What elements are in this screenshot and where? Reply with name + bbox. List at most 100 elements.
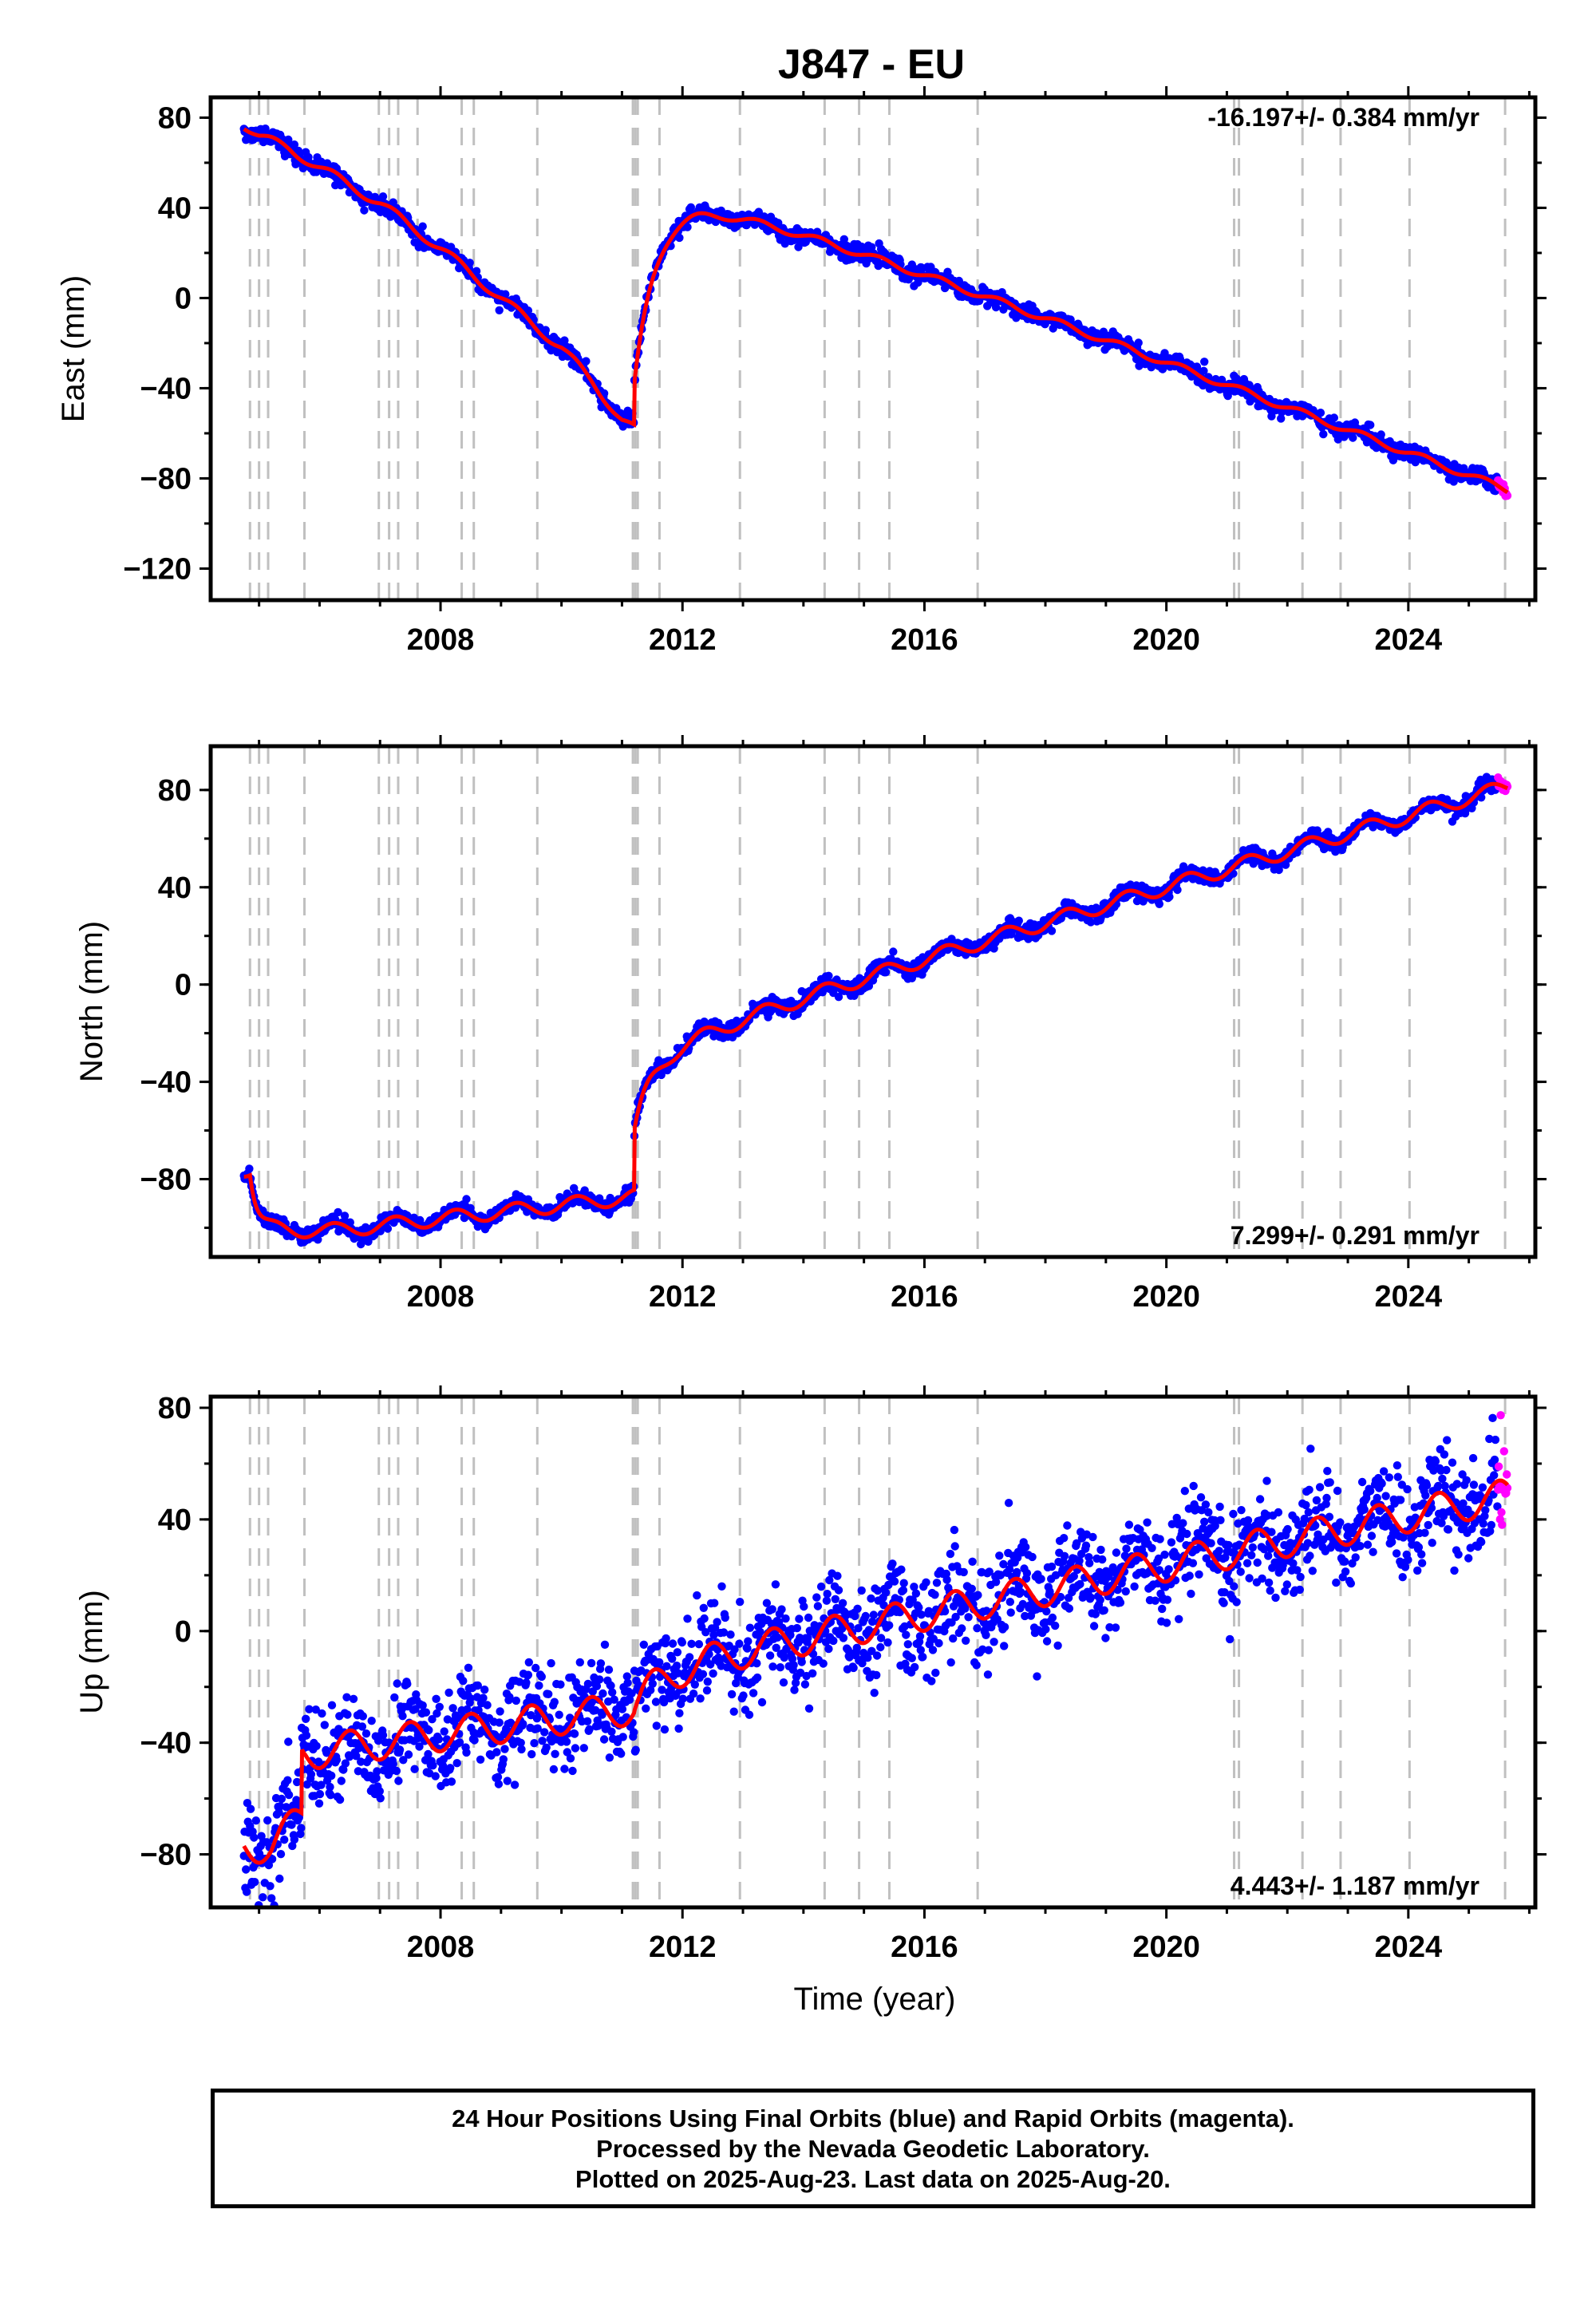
final-orbit-point (570, 1729, 579, 1738)
final-orbit-point (446, 1764, 455, 1773)
final-orbit-point (800, 1680, 810, 1689)
final-orbit-point (500, 1745, 509, 1753)
final-orbit-point (550, 1697, 559, 1706)
final-orbit-point (631, 1745, 640, 1754)
final-orbit-point (395, 1745, 405, 1754)
final-orbit-point (560, 336, 569, 345)
final-orbit-point (335, 1795, 345, 1804)
final-orbit-point (1134, 338, 1143, 347)
final-orbit-point (703, 1678, 712, 1686)
panel-east: 2008 2012 2016 2020 2024−120−80−4004080East … (56, 86, 1547, 657)
final-orbit-point (794, 243, 803, 251)
final-orbit-point (675, 1709, 684, 1717)
final-orbit-point (883, 1638, 892, 1647)
final-orbit-point (358, 1722, 367, 1731)
final-orbit-point (284, 1790, 294, 1800)
points-north (239, 773, 1512, 1249)
final-orbit-point (283, 1776, 292, 1784)
final-orbit-point (517, 1745, 526, 1754)
final-orbit-point (512, 1696, 520, 1705)
final-orbit-point (267, 1894, 276, 1903)
final-orbit-point (804, 1704, 814, 1713)
points-up (239, 1411, 1512, 1907)
final-orbit-point (266, 1882, 275, 1891)
final-orbit-point (753, 1659, 761, 1668)
final-orbit-point (360, 206, 369, 215)
final-orbit-point (600, 1640, 610, 1649)
final-orbit-point (472, 267, 481, 275)
final-orbit-point (753, 1673, 762, 1682)
final-orbit-point (686, 203, 695, 211)
final-orbit-point (250, 1833, 259, 1842)
plot-frame-north (208, 744, 1538, 1259)
final-orbit-point (749, 1689, 758, 1697)
final-orbit-point (991, 302, 1001, 312)
final-orbit-point (327, 1771, 336, 1780)
final-orbit-point (541, 326, 550, 334)
final-orbit-point (623, 1678, 632, 1687)
final-orbit-point (462, 1195, 471, 1203)
final-orbit-point (726, 1630, 735, 1639)
final-orbit-point (480, 1686, 489, 1694)
final-orbit-point (776, 1663, 784, 1672)
final-orbit-point (579, 1744, 588, 1753)
y-tick-label: −120 (123, 552, 192, 586)
final-orbit-point (604, 1666, 614, 1674)
final-orbit-point (678, 1638, 686, 1647)
final-orbit-point (700, 1614, 709, 1623)
final-orbit-point (447, 1777, 456, 1786)
final-orbit-point (885, 1621, 894, 1630)
final-orbit-point (259, 1893, 267, 1902)
final-orbit-point (829, 1636, 838, 1646)
final-orbit-point (326, 1782, 334, 1792)
final-orbit-point (889, 947, 898, 956)
final-orbit-point (849, 1663, 858, 1673)
final-orbit-point (332, 1756, 342, 1765)
final-orbit-point (617, 1749, 626, 1758)
x-tick-label: 2020 (1132, 1280, 1200, 1314)
final-orbit-point (668, 1654, 677, 1663)
final-orbit-point (790, 1686, 799, 1694)
final-orbit-point (367, 1717, 376, 1725)
final-orbit-point (284, 1737, 293, 1746)
final-orbit-point (403, 1679, 412, 1689)
final-orbit-point (535, 1681, 543, 1690)
final-orbit-point (297, 1824, 306, 1832)
final-orbit-point (881, 1588, 891, 1597)
rate-annotation-north: 7.299+/- 0.291 mm/yr (1231, 1221, 1479, 1250)
final-orbit-point (568, 1766, 577, 1776)
final-orbit-point (251, 1878, 259, 1887)
final-orbit-point (583, 1717, 592, 1725)
y-tick-label: −40 (140, 1066, 192, 1100)
final-orbit-point (277, 1794, 286, 1804)
final-orbit-point (242, 1865, 251, 1874)
final-orbit-point (869, 1611, 879, 1619)
final-orbit-point (876, 1642, 885, 1652)
final-orbit-point (662, 1662, 671, 1670)
final-orbit-point (608, 1688, 617, 1697)
final-orbit-point (275, 1874, 284, 1883)
final-orbit-point (595, 1675, 604, 1684)
final-orbit-point (757, 1697, 767, 1707)
final-orbit-point (808, 1669, 817, 1678)
final-orbit-point (618, 1733, 627, 1741)
final-orbit-point (1047, 927, 1057, 935)
final-orbit-point (245, 1164, 254, 1173)
final-orbit-point (736, 1598, 745, 1607)
final-orbit-point (853, 1604, 862, 1614)
final-orbit-point (522, 1678, 531, 1687)
final-orbit-point (527, 1749, 536, 1759)
final-orbit-point (781, 1614, 790, 1623)
final-orbit-point (434, 1735, 444, 1744)
final-orbit-point (549, 1765, 559, 1774)
final-orbit-point (452, 1759, 461, 1768)
final-orbit-point (839, 1634, 848, 1642)
final-orbit-point (448, 1704, 457, 1713)
y-axis-label-east: East (mm) (56, 275, 91, 422)
final-orbit-point (789, 1661, 798, 1670)
final-orbit-point (476, 1755, 485, 1764)
final-orbit-point (523, 1670, 533, 1679)
final-orbit-point (435, 1702, 444, 1711)
final-orbit-point (421, 1708, 431, 1717)
final-orbit-point (605, 1753, 614, 1762)
